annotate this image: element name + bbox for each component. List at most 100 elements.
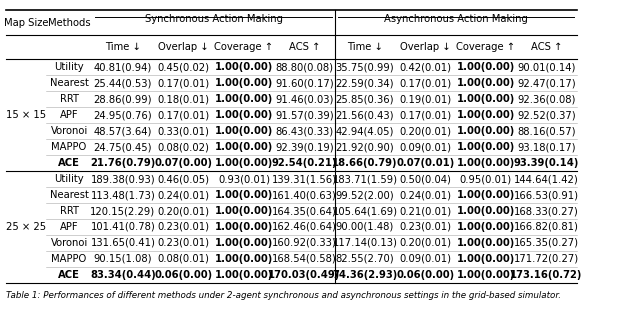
- Text: ACE: ACE: [58, 158, 80, 168]
- Text: 0.95(0.01): 0.95(0.01): [460, 174, 512, 184]
- Text: Map Size: Map Size: [4, 18, 48, 28]
- Text: 22.59(0.34): 22.59(0.34): [335, 78, 394, 88]
- Text: 88.16(0.57): 88.16(0.57): [517, 126, 575, 136]
- Text: 82.55(2.70): 82.55(2.70): [335, 254, 394, 264]
- Text: 105.64(1.69): 105.64(1.69): [332, 206, 397, 216]
- Text: 90.00(1.48): 90.00(1.48): [336, 222, 394, 232]
- Text: RRT: RRT: [60, 206, 79, 216]
- Text: 0.09(0.01): 0.09(0.01): [399, 254, 451, 264]
- Text: 25 × 25: 25 × 25: [6, 222, 46, 232]
- Text: Synchronous Action Making: Synchronous Action Making: [145, 14, 283, 24]
- Text: 101.41(0.78): 101.41(0.78): [90, 222, 156, 232]
- Text: APF: APF: [60, 110, 78, 120]
- Text: Overlap ↓: Overlap ↓: [400, 42, 451, 52]
- Text: 0.21(0.01): 0.21(0.01): [399, 206, 451, 216]
- Text: 0.20(0.01): 0.20(0.01): [399, 238, 451, 248]
- Text: 93.39(0.14): 93.39(0.14): [514, 158, 579, 168]
- Text: Time ↓: Time ↓: [347, 42, 383, 52]
- Text: 0.08(0.02): 0.08(0.02): [157, 142, 209, 152]
- Text: 166.82(0.81): 166.82(0.81): [514, 222, 579, 232]
- Text: ACS ↑: ACS ↑: [289, 42, 320, 52]
- Text: 91.57(0.39): 91.57(0.39): [275, 110, 333, 120]
- Text: 92.47(0.17): 92.47(0.17): [517, 78, 576, 88]
- Text: 113.48(1.73): 113.48(1.73): [90, 190, 156, 200]
- Text: 99.52(2.00): 99.52(2.00): [335, 190, 394, 200]
- Text: 0.20(0.01): 0.20(0.01): [157, 206, 209, 216]
- Text: 168.54(0.58): 168.54(0.58): [272, 254, 337, 264]
- Text: Utility: Utility: [54, 62, 84, 72]
- Text: MAPPO: MAPPO: [51, 254, 86, 264]
- Text: 35.75(0.99): 35.75(0.99): [335, 62, 394, 72]
- Text: 1.00(0.00): 1.00(0.00): [457, 126, 515, 136]
- Text: 18.66(0.79): 18.66(0.79): [332, 158, 397, 168]
- Text: 21.56(0.43): 21.56(0.43): [335, 110, 394, 120]
- Text: 91.60(0.17): 91.60(0.17): [275, 78, 333, 88]
- Text: 40.81(0.94): 40.81(0.94): [93, 62, 152, 72]
- Text: Voronoi: Voronoi: [51, 126, 88, 136]
- Text: Time ↓: Time ↓: [105, 42, 141, 52]
- Text: 131.65(0.41): 131.65(0.41): [90, 238, 156, 248]
- Text: 0.06(0.00): 0.06(0.00): [396, 270, 454, 280]
- Text: 0.09(0.01): 0.09(0.01): [399, 142, 451, 152]
- Text: 15 × 15: 15 × 15: [6, 110, 46, 120]
- Text: 21.92(0.90): 21.92(0.90): [335, 142, 394, 152]
- Text: 0.46(0.05): 0.46(0.05): [157, 174, 209, 184]
- Text: 90.15(1.08): 90.15(1.08): [93, 254, 152, 264]
- Text: 1.00(0.00): 1.00(0.00): [457, 78, 515, 88]
- Text: 0.19(0.01): 0.19(0.01): [399, 94, 451, 104]
- Text: 1.00(0.00): 1.00(0.00): [215, 78, 273, 88]
- Text: 1.00(0.00): 1.00(0.00): [457, 206, 515, 216]
- Text: 1.00(0.00): 1.00(0.00): [457, 270, 515, 280]
- Text: 1.00(0.00): 1.00(0.00): [457, 158, 515, 168]
- Text: 1.00(0.00): 1.00(0.00): [215, 62, 273, 72]
- Text: 1.00(0.00): 1.00(0.00): [457, 110, 515, 120]
- Text: 0.45(0.02): 0.45(0.02): [157, 62, 209, 72]
- Text: 1.00(0.00): 1.00(0.00): [215, 158, 273, 168]
- Text: 0.50(0.04): 0.50(0.04): [399, 174, 451, 184]
- Text: 144.64(1.42): 144.64(1.42): [514, 174, 579, 184]
- Text: 93.18(0.17): 93.18(0.17): [517, 142, 575, 152]
- Text: RRT: RRT: [60, 94, 79, 104]
- Text: 139.31(1.56): 139.31(1.56): [272, 174, 337, 184]
- Text: 161.40(0.63): 161.40(0.63): [272, 190, 337, 200]
- Text: 183.71(1.59): 183.71(1.59): [332, 174, 397, 184]
- Text: 165.35(0.27): 165.35(0.27): [514, 238, 579, 248]
- Text: 1.00(0.00): 1.00(0.00): [215, 142, 273, 152]
- Text: 1.00(0.00): 1.00(0.00): [215, 126, 273, 136]
- Text: 1.00(0.00): 1.00(0.00): [215, 270, 273, 280]
- Text: 28.86(0.99): 28.86(0.99): [93, 94, 152, 104]
- Text: 1.00(0.00): 1.00(0.00): [457, 190, 515, 200]
- Text: 189.38(0.93): 189.38(0.93): [90, 174, 155, 184]
- Text: 117.14(0.13): 117.14(0.13): [332, 238, 397, 248]
- Text: MAPPO: MAPPO: [51, 142, 86, 152]
- Text: 92.52(0.37): 92.52(0.37): [517, 110, 576, 120]
- Text: 88.80(0.08): 88.80(0.08): [275, 62, 333, 72]
- Text: 0.17(0.01): 0.17(0.01): [399, 78, 451, 88]
- Text: 162.46(0.64): 162.46(0.64): [272, 222, 337, 232]
- Text: 1.00(0.00): 1.00(0.00): [457, 238, 515, 248]
- Text: 92.36(0.08): 92.36(0.08): [517, 94, 575, 104]
- Text: 24.95(0.76): 24.95(0.76): [93, 110, 152, 120]
- Text: 74.36(2.93): 74.36(2.93): [332, 270, 397, 280]
- Text: 21.76(0.79): 21.76(0.79): [90, 158, 156, 168]
- Text: 91.46(0.03): 91.46(0.03): [275, 94, 333, 104]
- Text: 90.01(0.14): 90.01(0.14): [517, 62, 575, 72]
- Text: 0.17(0.01): 0.17(0.01): [157, 110, 209, 120]
- Text: 0.17(0.01): 0.17(0.01): [157, 78, 209, 88]
- Text: 1.00(0.00): 1.00(0.00): [215, 222, 273, 232]
- Text: 173.16(0.72): 173.16(0.72): [510, 270, 582, 280]
- Text: 0.17(0.01): 0.17(0.01): [399, 110, 451, 120]
- Text: Utility: Utility: [54, 174, 84, 184]
- Text: 1.00(0.00): 1.00(0.00): [215, 206, 273, 216]
- Text: Coverage ↑: Coverage ↑: [214, 42, 273, 52]
- Text: 1.00(0.00): 1.00(0.00): [215, 238, 273, 248]
- Text: 1.00(0.00): 1.00(0.00): [215, 94, 273, 104]
- Text: 0.08(0.01): 0.08(0.01): [157, 254, 209, 264]
- Text: 83.34(0.44): 83.34(0.44): [90, 270, 156, 280]
- Text: 160.92(0.33): 160.92(0.33): [272, 238, 337, 248]
- Text: 92.54(0.21): 92.54(0.21): [271, 158, 337, 168]
- Text: 1.00(0.00): 1.00(0.00): [215, 190, 273, 200]
- Text: 24.75(0.45): 24.75(0.45): [93, 142, 152, 152]
- Text: 25.44(0.53): 25.44(0.53): [93, 78, 152, 88]
- Text: 0.07(0.00): 0.07(0.00): [154, 158, 212, 168]
